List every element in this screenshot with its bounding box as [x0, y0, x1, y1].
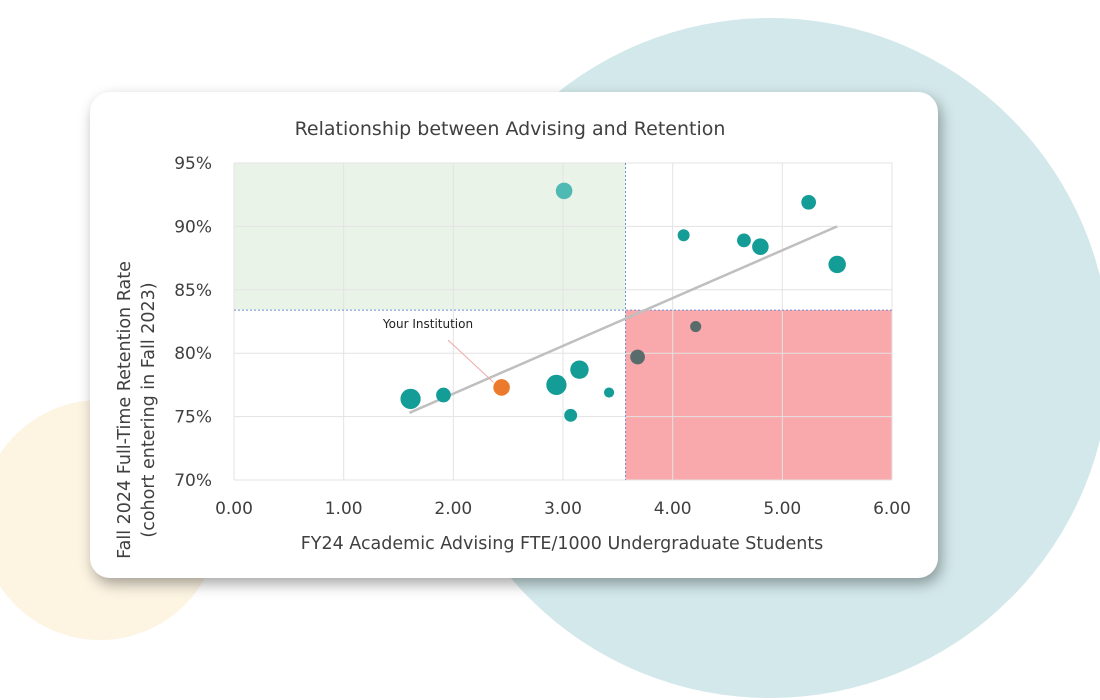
data-point: [630, 349, 645, 365]
x-tick-label: 5.00: [763, 499, 801, 519]
y-tick-label: 75%: [174, 408, 212, 428]
data-point: [546, 374, 567, 396]
y-tick-label: 70%: [174, 471, 212, 491]
data-point: [436, 387, 451, 403]
y-tick-label: 85%: [174, 281, 212, 301]
x-tick-label: 6.00: [873, 499, 911, 519]
chart-title: Relationship between Advising and Retent…: [295, 118, 726, 140]
chart-card: Relationship between Advising and Retent…: [90, 92, 938, 578]
data-point: [690, 321, 702, 333]
data-point: [604, 387, 615, 398]
annotation-leader: [447, 339, 494, 383]
x-tick-label: 4.00: [654, 499, 692, 519]
x-tick-label: 3.00: [544, 499, 582, 519]
annotation-label: Your Institution: [382, 317, 473, 331]
y-axis-label-line1: Fall 2024 Full-Time Retention Rate: [115, 261, 135, 559]
data-point: [801, 194, 817, 210]
data-point: [570, 360, 589, 379]
x-tick-label: 1.00: [325, 499, 363, 519]
data-point-your-institution: [493, 379, 510, 396]
quadrant-high-advising-low-retention: [625, 310, 892, 480]
data-point: [828, 255, 846, 274]
y-tick-label: 80%: [174, 344, 212, 364]
data-point: [400, 388, 421, 409]
data-point: [752, 238, 769, 255]
y-tick-label: 90%: [174, 217, 212, 237]
y-tick-label: 95%: [174, 154, 212, 174]
data-point: [564, 408, 578, 422]
y-axis-label-line2: (cohort entering in Fall 2023): [139, 282, 159, 537]
trendline: [408, 225, 838, 414]
x-tick-label: 2.00: [434, 499, 472, 519]
data-point: [555, 182, 573, 200]
data-point: [677, 229, 690, 242]
x-axis-label: FY24 Academic Advising FTE/1000 Undergra…: [301, 534, 824, 554]
scatter-chart: Relationship between Advising and Retent…: [115, 118, 911, 559]
data-point: [737, 233, 751, 248]
x-tick-label: 0.00: [215, 499, 253, 519]
